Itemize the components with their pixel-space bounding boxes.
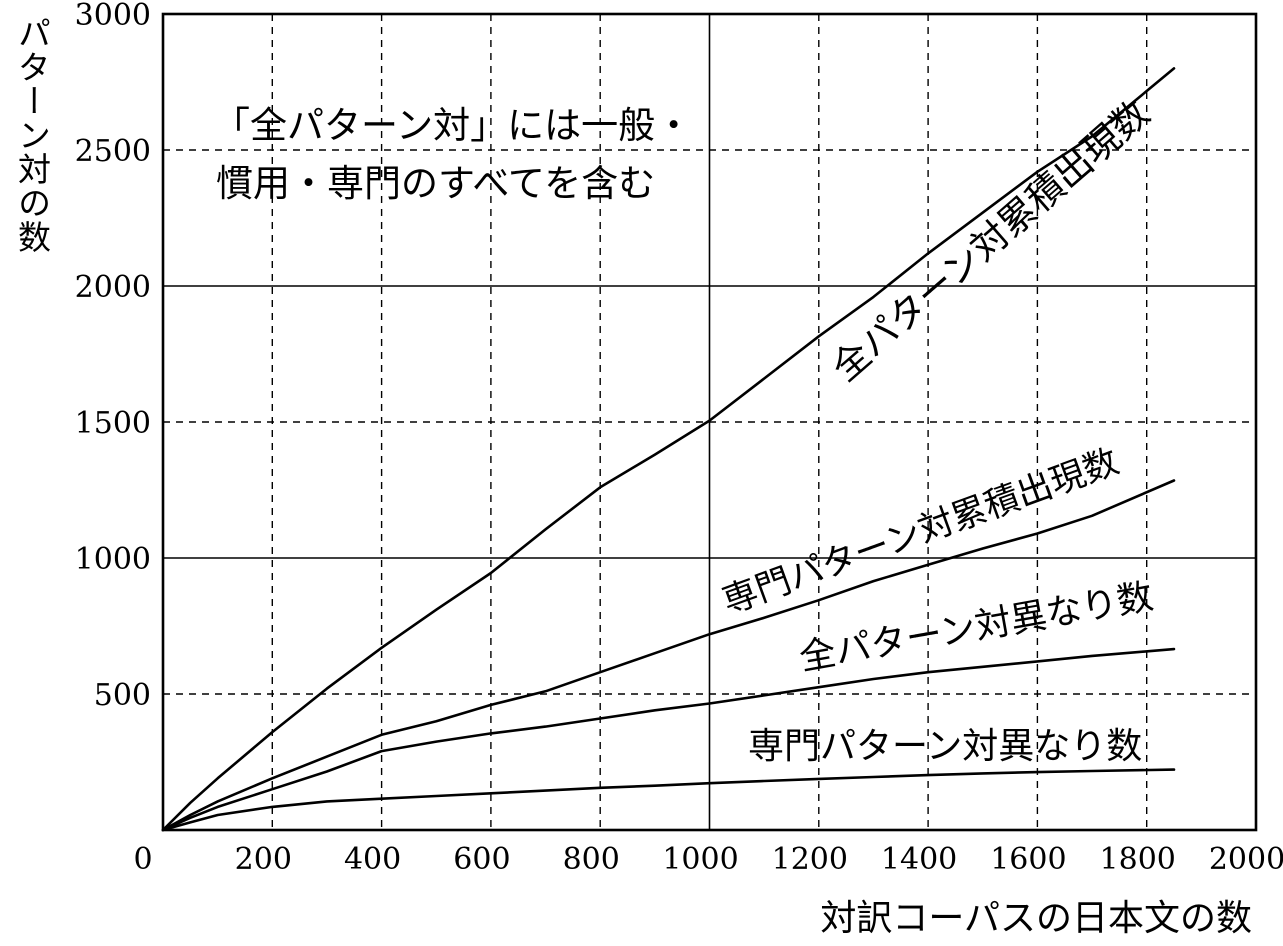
x-tick-label-200: 200 xyxy=(235,842,292,877)
x-tick-label-2000: 2000 xyxy=(1209,842,1283,877)
series-line-2 xyxy=(161,479,1176,832)
x-tick-label-400: 400 xyxy=(344,842,401,877)
tick-label-layer: 0 200 400 600 800 1000 1200 1400 1600 1800 2000 500… xyxy=(75,0,1283,877)
series-label-special-distinct: 専門パターン対異なり数 xyxy=(748,726,1142,767)
y-tick-label-500: 500 xyxy=(94,678,151,713)
y-tick-label-2000: 2000 xyxy=(75,270,151,305)
y-axis-label: パターン対の数 xyxy=(13,16,52,254)
y-tick-label-1000: 1000 xyxy=(75,542,151,577)
series-line-4 xyxy=(161,768,1176,832)
plot-frame xyxy=(161,12,1258,832)
x-tick-label-0: 0 xyxy=(133,842,152,877)
x-tick-label-1600: 1600 xyxy=(990,842,1066,877)
y-tick-label-1500: 1500 xyxy=(75,406,151,441)
series-label-all-cumulative: 全パターン対累積出現数 xyxy=(824,92,1158,390)
y-tick-label-2500: 2500 xyxy=(75,134,151,169)
x-axis-label: 対訳コーパスの日本文の数 xyxy=(820,898,1252,939)
y-tick-label-3000: 3000 xyxy=(75,0,151,33)
x-tick-label-1800: 1800 xyxy=(1100,842,1176,877)
x-tick-label-1400: 1400 xyxy=(881,842,957,877)
x-tick-label-800: 800 xyxy=(563,842,620,877)
x-tick-label-600: 600 xyxy=(453,842,510,877)
x-tick-label-1000: 1000 xyxy=(662,842,738,877)
annotation-line-1: 「全パターン対」には一般・ xyxy=(213,104,692,147)
series-line-3 xyxy=(161,647,1176,832)
annotation-line-2: 慣用・専門のすべてを含む xyxy=(216,162,655,205)
series-label-all-distinct: 全パターン対異なり数 xyxy=(796,576,1156,679)
x-tick-label-1200: 1200 xyxy=(772,842,848,877)
series-layer xyxy=(161,67,1176,832)
series-line-1 xyxy=(161,67,1176,832)
